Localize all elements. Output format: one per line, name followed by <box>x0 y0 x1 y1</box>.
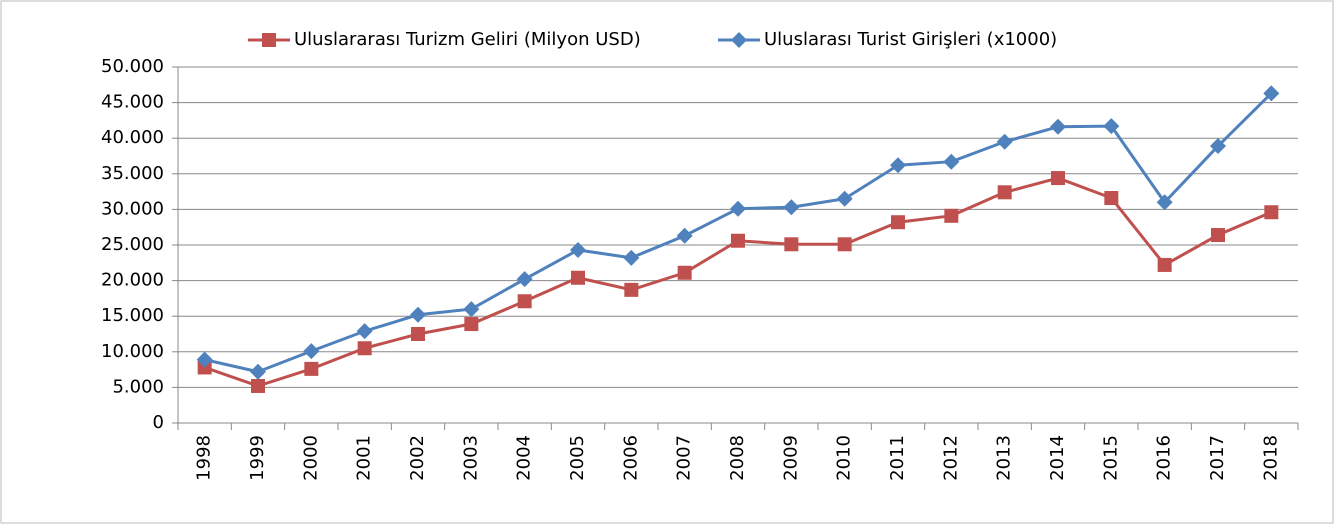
x-tick-label: 2003 <box>460 435 481 481</box>
data-point <box>623 249 640 266</box>
data-point <box>1156 194 1173 211</box>
data-point <box>251 378 265 393</box>
y-tick-label: 35.000 <box>101 163 164 184</box>
data-point <box>996 133 1013 150</box>
data-point <box>1210 138 1226 155</box>
data-point <box>1157 257 1172 272</box>
data-point <box>517 294 532 309</box>
y-tick-label: 30.000 <box>101 198 164 219</box>
data-point <box>304 361 319 376</box>
y-tick-label: 25.000 <box>101 234 164 255</box>
data-point <box>836 190 853 207</box>
data-point <box>890 157 906 174</box>
y-tick-label: 50.000 <box>101 56 164 77</box>
x-tick-label: 1998 <box>194 435 215 481</box>
data-point <box>731 233 745 248</box>
data-point <box>997 185 1012 200</box>
data-point <box>677 265 692 280</box>
y-tick-label: 20.000 <box>101 270 164 291</box>
data-point <box>570 241 586 258</box>
data-point <box>783 199 800 216</box>
data-point <box>943 153 960 170</box>
x-tick-label: 2015 <box>1100 435 1121 481</box>
x-tick-label: 2018 <box>1260 435 1281 481</box>
data-point <box>464 317 479 332</box>
x-tick-label: 2006 <box>620 435 641 481</box>
data-point <box>944 208 959 223</box>
x-tick-label: 2016 <box>1154 435 1175 481</box>
data-point <box>516 271 533 288</box>
data-point <box>303 343 320 360</box>
data-point <box>624 282 639 297</box>
y-tick-label: 5.000 <box>112 376 164 397</box>
y-tick-label: 15.000 <box>101 305 164 326</box>
data-point <box>250 363 266 380</box>
x-tick-label: 2017 <box>1207 435 1228 481</box>
x-tick-label: 2010 <box>834 435 855 481</box>
x-tick-label: 2012 <box>940 435 961 481</box>
x-tick-label: 2005 <box>567 435 588 481</box>
data-point <box>196 351 213 368</box>
legend-marker <box>262 33 276 47</box>
data-point <box>356 323 373 340</box>
data-point <box>784 237 799 252</box>
data-point <box>463 301 480 318</box>
data-point <box>1264 205 1279 220</box>
data-point <box>411 327 425 341</box>
data-point <box>1263 85 1280 102</box>
data-point <box>1211 228 1225 243</box>
data-point <box>1104 191 1119 206</box>
data-point <box>676 227 693 244</box>
x-tick-label: 2007 <box>674 435 695 481</box>
legend-label: Uluslararası Turizm Geliri (Milyon USD) <box>294 29 641 50</box>
x-tick-label: 2000 <box>300 435 321 481</box>
y-tick-label: 40.000 <box>101 127 164 148</box>
y-tick-label: 10.000 <box>101 341 164 362</box>
x-tick-label: 2014 <box>1047 435 1068 481</box>
legend-label: Uluslarası Turist Girişleri (x1000) <box>764 29 1057 50</box>
x-tick-label: 2013 <box>994 435 1015 481</box>
x-tick-label: 1999 <box>247 435 268 481</box>
x-tick-label: 2011 <box>887 435 908 481</box>
y-tick-label: 0 <box>153 412 164 433</box>
y-tick-label: 45.000 <box>101 92 164 113</box>
data-point <box>1103 118 1120 135</box>
data-point <box>410 306 426 323</box>
legend-marker <box>731 32 747 48</box>
data-point <box>837 237 852 252</box>
x-tick-label: 2004 <box>514 435 535 481</box>
data-point <box>1051 171 1065 186</box>
data-point <box>571 270 585 285</box>
data-point <box>891 215 905 230</box>
data-point <box>730 200 746 217</box>
data-point <box>357 341 372 356</box>
x-tick-label: 2008 <box>727 435 748 481</box>
x-tick-label: 2001 <box>354 435 375 481</box>
data-point <box>1050 118 1066 135</box>
x-tick-label: 2009 <box>780 435 801 481</box>
x-tick-label: 2002 <box>407 435 428 481</box>
